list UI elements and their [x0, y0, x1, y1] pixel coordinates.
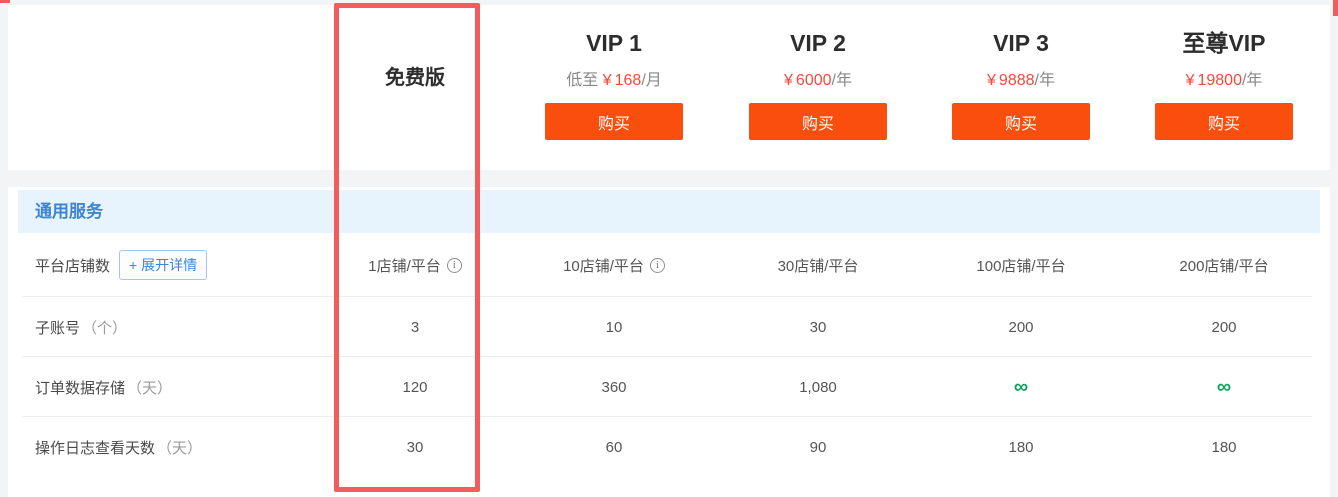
- cell-vip3: 100店铺/平台: [976, 257, 1066, 275]
- row-label-unit: （天）: [157, 439, 203, 457]
- cell-vip1: 10: [605, 318, 623, 336]
- cell-vip3: 180: [1008, 438, 1034, 456]
- buy-button-vip3[interactable]: 购买: [952, 103, 1090, 140]
- cell-free: 3: [410, 318, 420, 336]
- cell-vip3: 200: [1008, 318, 1034, 336]
- row-label-unit: （天）: [127, 379, 173, 397]
- cell-vip2: 1,080: [799, 378, 837, 396]
- table-row-sub-accounts: 子账号 （个） 3 10 30 200 200: [8, 297, 1330, 357]
- pricing-header-card: 免费版 VIP 1 低至 ¥168/月 购买 VIP 2 ¥6000/年 购买 …: [8, 5, 1330, 170]
- plan-name-vip1: VIP 1: [586, 30, 642, 56]
- row-label-text: 订单数据存储: [35, 379, 126, 397]
- cell-supreme-vip: 200店铺/平台: [1179, 257, 1269, 275]
- plan-column-vip3: VIP 3 ¥9888/年 购买: [899, 5, 1143, 140]
- table-row-platform-shops: 平台店铺数 + 展开详情 1店铺/平台 i 10店铺/平台 i 30店铺/平台 …: [8, 233, 1330, 297]
- cell-vip3-infinity: ∞: [1013, 375, 1029, 398]
- row-label-text: 平台店铺数: [35, 257, 111, 275]
- price-period: /月: [641, 72, 662, 89]
- row-label: 操作日志查看天数 （天）: [8, 437, 339, 458]
- cell-vip1: 60: [605, 438, 623, 456]
- plan-column-supreme-vip: 至尊VIP ¥19800/年 购买: [1143, 5, 1305, 140]
- plan-column-free: 免费版: [339, 5, 491, 90]
- price-period: /年: [1034, 72, 1055, 89]
- cell-vip1: 10店铺/平台 i: [491, 255, 737, 276]
- cell-supreme-vip: 180: [1211, 438, 1237, 456]
- cell-vip2: 30店铺/平台: [777, 257, 859, 275]
- buy-button-vip2[interactable]: 购买: [749, 103, 887, 140]
- plan-price-supreme-vip: ¥19800/年: [1186, 66, 1263, 90]
- cell-vip1: 360: [601, 378, 627, 396]
- row-label: 平台店铺数 + 展开详情: [8, 250, 339, 280]
- plan-price-vip3: ¥9888/年: [987, 66, 1055, 90]
- cell-vip2: 90: [809, 438, 827, 456]
- plan-column-vip1: VIP 1 低至 ¥168/月 购买: [491, 5, 737, 140]
- buy-button-vip1[interactable]: 购买: [545, 103, 683, 140]
- price-period: /年: [1241, 72, 1263, 89]
- plan-name-vip3: VIP 3: [993, 30, 1049, 56]
- plan-name-supreme-vip: 至尊VIP: [1182, 30, 1266, 56]
- cell-supreme-vip-infinity: ∞: [1216, 375, 1232, 398]
- cell-supreme-vip: 200: [1211, 318, 1237, 336]
- info-icon[interactable]: i: [649, 257, 665, 273]
- price-prefix: 低至: [566, 72, 599, 89]
- plan-price-vip2: ¥6000/年: [784, 66, 852, 90]
- info-icon[interactable]: i: [446, 257, 462, 273]
- row-label: 子账号 （个）: [8, 317, 339, 338]
- cell-free: 120: [402, 378, 428, 396]
- cell-free: 1店铺/平台 i: [339, 255, 491, 276]
- price-period: /年: [831, 72, 852, 89]
- row-label-unit: （个）: [82, 319, 128, 337]
- row-label: 订单数据存储 （天）: [8, 377, 339, 398]
- annotation-fragment-top-right: [1333, 0, 1338, 16]
- price-amount: ¥9888: [987, 72, 1035, 89]
- cell-vip2: 30: [809, 318, 827, 336]
- price-amount: ¥168: [602, 72, 642, 89]
- plan-name-free: 免费版: [385, 67, 445, 89]
- row-label-text: 操作日志查看天数: [35, 439, 156, 457]
- row-label-text: 子账号: [35, 319, 81, 337]
- annotation-fragment-top-left: [0, 0, 10, 3]
- price-amount: ¥6000: [784, 72, 832, 89]
- cell-free: 30: [406, 438, 424, 456]
- feature-table-card: 通用服务 平台店铺数 + 展开详情 1店铺/平台 i 10店铺/平台 i 30店…: [8, 187, 1330, 497]
- price-amount: ¥19800: [1185, 72, 1242, 89]
- expand-details-button[interactable]: + 展开详情: [119, 250, 208, 280]
- section-header-general-services: 通用服务: [18, 190, 1320, 233]
- table-row-order-data-storage: 订单数据存储 （天） 120 360 1,080 ∞ ∞: [8, 357, 1330, 417]
- table-row-operation-log-days: 操作日志查看天数 （天） 30 60 90 180 180: [8, 417, 1330, 477]
- buy-button-supreme-vip[interactable]: 购买: [1155, 103, 1293, 140]
- plan-price-vip1: 低至 ¥168/月: [566, 66, 662, 90]
- plan-column-vip2: VIP 2 ¥6000/年 购买: [737, 5, 899, 140]
- plan-name-vip2: VIP 2: [790, 30, 846, 56]
